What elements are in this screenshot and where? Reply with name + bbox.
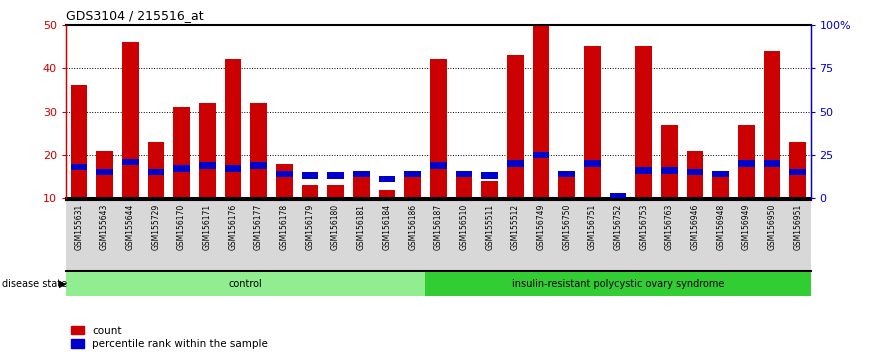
- Text: GSM156179: GSM156179: [306, 204, 315, 250]
- Bar: [379, 190, 396, 198]
- Text: GSM156184: GSM156184: [382, 204, 391, 250]
- Text: GSM156187: GSM156187: [433, 204, 443, 250]
- Bar: [610, 194, 626, 198]
- Bar: [713, 172, 729, 198]
- Bar: [276, 164, 292, 198]
- Bar: [635, 167, 652, 174]
- Bar: [96, 150, 113, 198]
- Bar: [686, 150, 703, 198]
- Bar: [559, 171, 575, 177]
- Bar: [738, 125, 755, 198]
- Bar: [70, 164, 87, 170]
- Bar: [327, 185, 344, 198]
- Bar: [533, 152, 550, 158]
- Text: disease state: disease state: [2, 279, 67, 289]
- Bar: [174, 166, 190, 172]
- Bar: [481, 181, 498, 198]
- Bar: [789, 142, 806, 198]
- Text: GSM156751: GSM156751: [588, 204, 596, 250]
- Text: GSM156951: GSM156951: [793, 204, 803, 250]
- Text: GSM156181: GSM156181: [357, 204, 366, 250]
- Bar: [66, 272, 426, 296]
- Bar: [584, 160, 601, 167]
- Bar: [199, 162, 216, 169]
- Text: GSM156510: GSM156510: [460, 204, 469, 250]
- Bar: [426, 272, 811, 296]
- Bar: [764, 160, 781, 167]
- Text: GSM155631: GSM155631: [74, 204, 84, 250]
- Text: GSM156753: GSM156753: [639, 204, 648, 250]
- Text: GSM156950: GSM156950: [767, 204, 776, 250]
- Text: GSM155643: GSM155643: [100, 204, 109, 250]
- Bar: [225, 166, 241, 172]
- Bar: [584, 46, 601, 198]
- Bar: [507, 160, 523, 167]
- Bar: [610, 193, 626, 200]
- Bar: [353, 177, 370, 198]
- Bar: [686, 169, 703, 176]
- Bar: [661, 167, 677, 174]
- Bar: [455, 171, 472, 177]
- Text: GSM156750: GSM156750: [562, 204, 571, 250]
- Text: GSM155644: GSM155644: [126, 204, 135, 250]
- Bar: [276, 171, 292, 177]
- Text: GSM155729: GSM155729: [152, 204, 160, 250]
- Bar: [174, 107, 190, 198]
- Bar: [661, 125, 677, 198]
- Bar: [301, 185, 318, 198]
- Bar: [455, 177, 472, 198]
- Bar: [96, 169, 113, 176]
- Bar: [738, 160, 755, 167]
- Bar: [301, 172, 318, 179]
- Bar: [404, 172, 421, 198]
- Bar: [199, 103, 216, 198]
- Bar: [225, 59, 241, 198]
- Text: GSM156170: GSM156170: [177, 204, 186, 250]
- Text: GDS3104 / 215516_at: GDS3104 / 215516_at: [66, 9, 204, 22]
- Text: GSM156752: GSM156752: [613, 204, 623, 250]
- Bar: [481, 172, 498, 179]
- Bar: [250, 103, 267, 198]
- Bar: [148, 142, 164, 198]
- Text: GSM155512: GSM155512: [511, 204, 520, 250]
- Text: GSM156186: GSM156186: [408, 204, 417, 250]
- Text: GSM156171: GSM156171: [203, 204, 211, 250]
- Text: GSM156177: GSM156177: [254, 204, 263, 250]
- Bar: [533, 25, 550, 198]
- Text: GSM156178: GSM156178: [280, 204, 289, 250]
- Bar: [635, 46, 652, 198]
- Bar: [430, 59, 447, 198]
- Bar: [250, 162, 267, 169]
- Text: GSM156749: GSM156749: [537, 204, 545, 250]
- Bar: [507, 55, 523, 198]
- Text: ▶: ▶: [59, 279, 67, 289]
- Text: GSM156948: GSM156948: [716, 204, 725, 250]
- Bar: [430, 162, 447, 169]
- Bar: [713, 171, 729, 177]
- Text: GSM156946: GSM156946: [691, 204, 700, 250]
- Bar: [353, 171, 370, 177]
- Bar: [379, 176, 396, 182]
- Bar: [148, 169, 164, 176]
- Bar: [70, 85, 87, 198]
- Text: insulin-resistant polycystic ovary syndrome: insulin-resistant polycystic ovary syndr…: [512, 279, 724, 289]
- Bar: [789, 169, 806, 176]
- Text: GSM156763: GSM156763: [665, 204, 674, 250]
- Bar: [764, 51, 781, 198]
- Text: control: control: [229, 279, 263, 289]
- Text: GSM156180: GSM156180: [331, 204, 340, 250]
- Bar: [122, 159, 138, 165]
- Legend: count, percentile rank within the sample: count, percentile rank within the sample: [71, 326, 268, 349]
- Text: GSM156949: GSM156949: [742, 204, 751, 250]
- Bar: [327, 172, 344, 179]
- Text: GSM156176: GSM156176: [228, 204, 238, 250]
- Bar: [404, 171, 421, 177]
- Text: GSM155511: GSM155511: [485, 204, 494, 250]
- Bar: [559, 172, 575, 198]
- Bar: [122, 42, 138, 198]
